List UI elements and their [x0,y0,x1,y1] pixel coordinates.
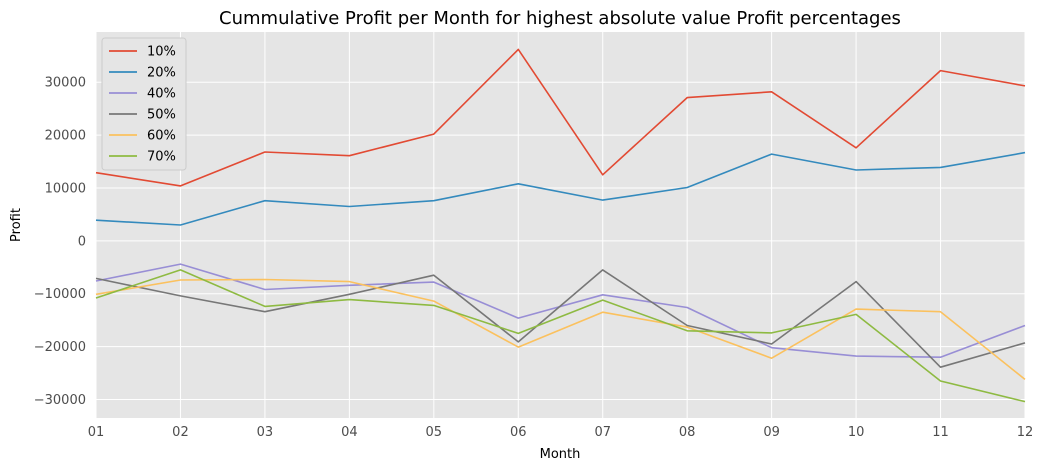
y-axis-label: Profit [9,208,24,242]
x-tick-label: 01 [88,425,105,440]
x-tick-label: 03 [257,425,274,440]
legend-label: 50% [147,108,176,123]
x-axis-label: Month [540,447,581,462]
x-tick-label: 10 [848,425,865,440]
series-line-20pct [95,151,1026,226]
legend-box [101,37,187,171]
y-tick-label: 0 [78,234,86,249]
series-line-50pct [95,269,1026,369]
y-tick-label: 20000 [45,129,86,144]
series-lines [95,48,1026,403]
series-line-70pct [95,269,1026,403]
x-tick-label: 02 [172,425,189,440]
x-tick-label: 09 [763,425,780,440]
x-tick-label: 07 [594,425,611,440]
legend-label: 60% [147,129,176,144]
chart-title: Cummulative Profit per Month for highest… [219,8,901,29]
grid-lines [95,32,1026,418]
series-line-10pct [95,48,1026,187]
y-tick-label: 10000 [45,181,86,196]
x-tick-labels: 01 02 03 04 05 06 07 08 09 10 11 12 [88,425,1034,440]
legend: 10% 20% 40% 50% 60% 70% [101,37,187,171]
y-tick-label: −10000 [34,287,86,302]
y-tick-label: −20000 [34,340,86,355]
y-tick-labels: −30000 −20000 −10000 0 10000 20000 30000 [34,76,86,408]
legend-label: 20% [147,66,176,81]
legend-label: 10% [147,45,176,60]
series-line-60pct [95,278,1026,381]
x-tick-label: 08 [679,425,696,440]
legend-label: 40% [147,87,176,102]
legend-label: 70% [147,150,176,165]
plot-background [96,32,1025,418]
x-tick-label: 04 [341,425,358,440]
y-tick-label: −30000 [34,393,86,408]
x-tick-label: 12 [1017,425,1034,440]
x-tick-label: 06 [510,425,527,440]
y-tick-label: 30000 [45,76,86,91]
x-tick-label: 11 [932,425,949,440]
x-tick-label: 05 [426,425,443,440]
